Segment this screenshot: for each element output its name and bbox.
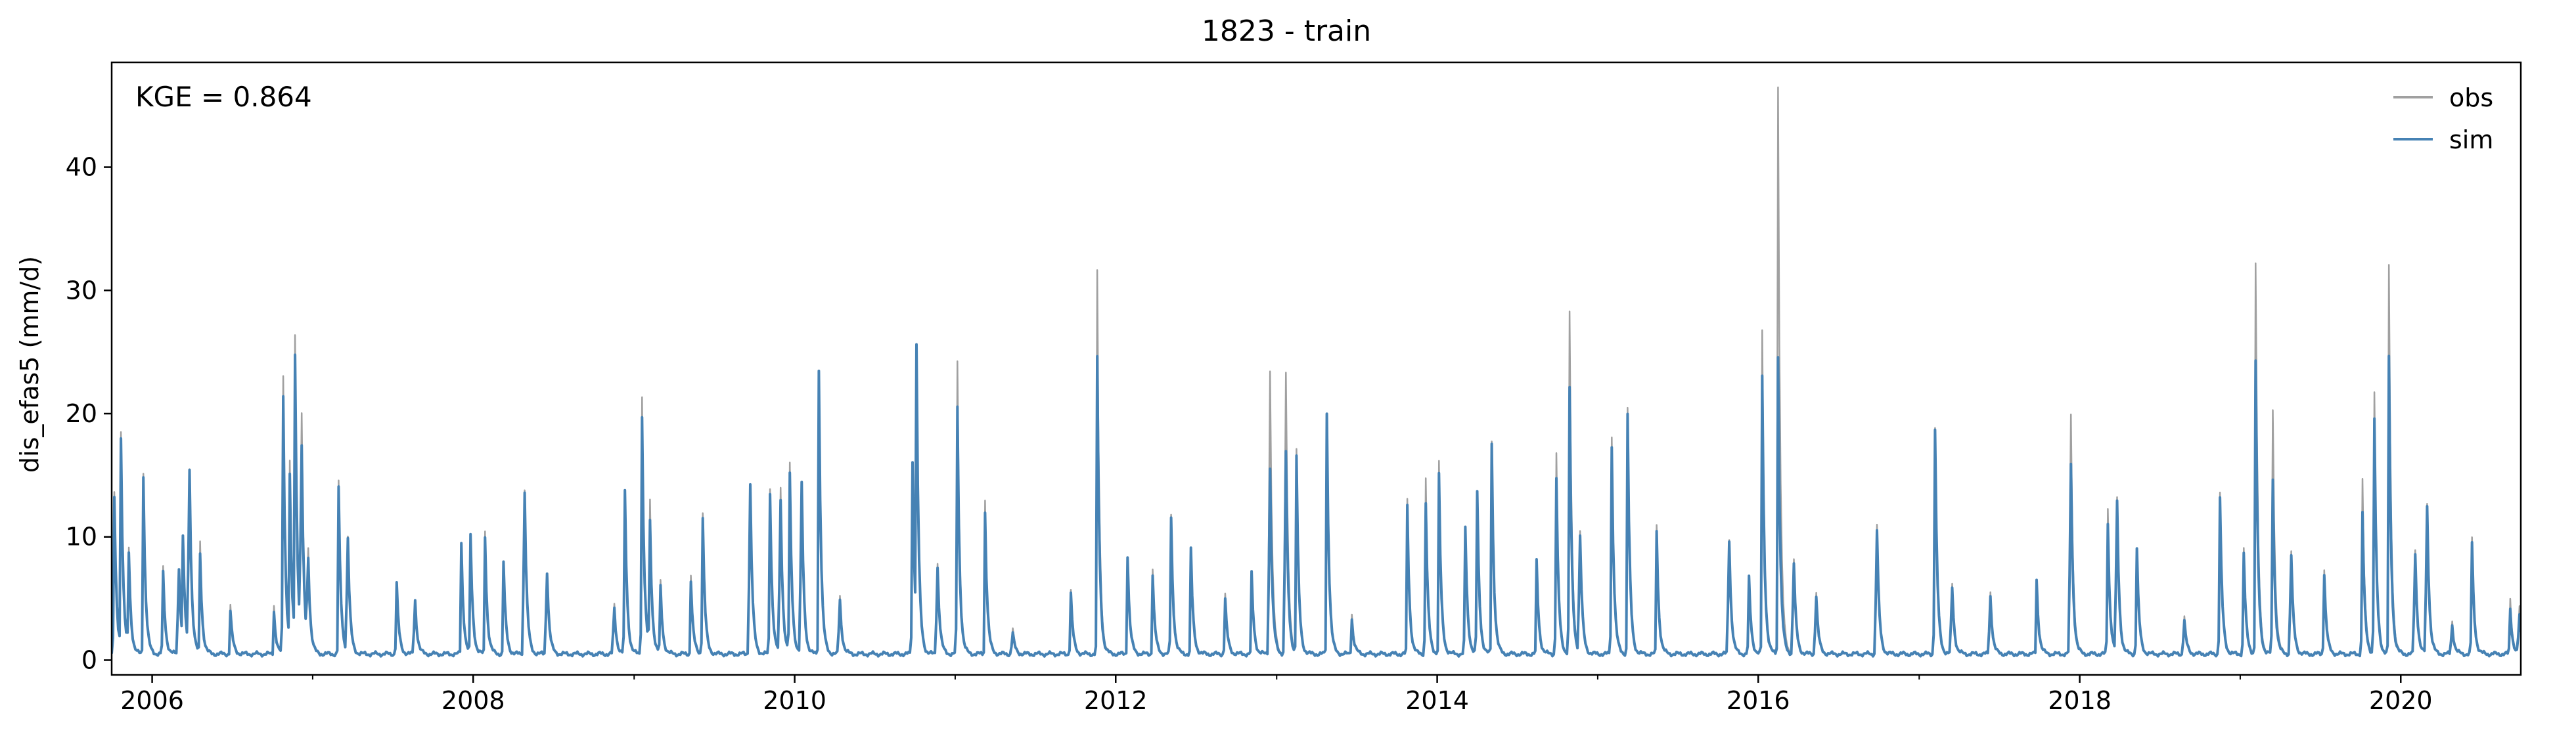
- series-layer: [112, 86, 2521, 658]
- y-tick-label-10: 10: [66, 523, 97, 551]
- axes-layer: 0 10 20 30 40 2006 2008 2010 2012 2014 2016 2018 202…: [66, 153, 2433, 715]
- y-tick-label-40: 40: [66, 153, 97, 182]
- y-tick-label-30: 30: [66, 276, 97, 305]
- series-line-sim: [112, 343, 2521, 658]
- legend-label-obs: obs: [2449, 83, 2493, 112]
- y-tick-label-20: 20: [66, 399, 97, 428]
- x-tick-label-2020: 2020: [2369, 686, 2433, 715]
- x-tick-label-2010: 2010: [763, 686, 826, 715]
- chart-title: 1823 - train: [1202, 14, 1371, 48]
- plot-frame: [110, 61, 2522, 676]
- x-tick-label-2018: 2018: [2048, 686, 2112, 715]
- x-tick-label-2006: 2006: [120, 686, 184, 715]
- legend: obs sim: [2393, 83, 2493, 154]
- series-line-obs: [112, 86, 2521, 658]
- y-axis-label: dis_efas5 (mm/d): [15, 256, 44, 473]
- y-tick-label-0: 0: [81, 645, 97, 674]
- x-tick-label-2016: 2016: [1727, 686, 1790, 715]
- legend-label-sim: sim: [2449, 125, 2493, 154]
- x-tick-label-2012: 2012: [1084, 686, 1148, 715]
- x-tick-label-2014: 2014: [1405, 686, 1469, 715]
- x-tick-label-2008: 2008: [441, 686, 505, 715]
- kge-annotation: KGE = 0.864: [135, 81, 312, 113]
